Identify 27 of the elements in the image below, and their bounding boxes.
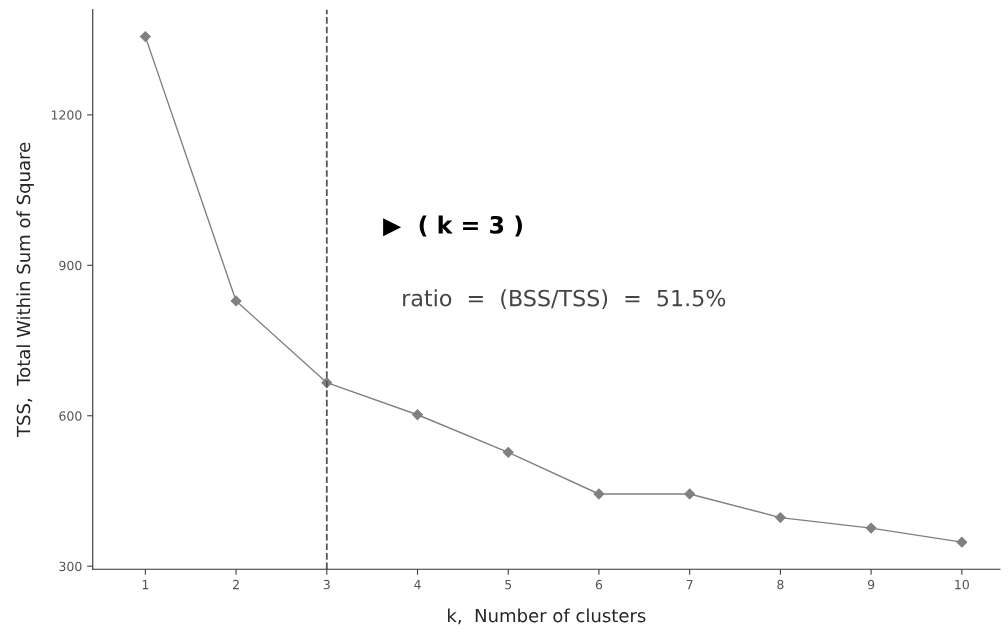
point: [502, 446, 514, 458]
y-tick-label: 600: [59, 411, 82, 421]
point: [774, 512, 786, 523]
x-tick-label: 6: [595, 579, 603, 590]
annotation: ▶ ( k = 3 ): [383, 215, 522, 237]
y-tick-label: 300: [59, 561, 82, 572]
y-tick-label: 900: [59, 260, 82, 271]
x-tick-label: 10: [955, 579, 969, 590]
point: [230, 295, 242, 307]
point: [865, 522, 877, 534]
x-tick-label: 5: [505, 580, 512, 590]
point: [593, 488, 605, 500]
x-axis-title: k, Number of clusters: [448, 608, 646, 625]
x-tick-label: 8: [777, 579, 784, 590]
point: [139, 31, 151, 43]
x-tick-label: 9: [867, 579, 875, 590]
y-tick-label: 1200: [51, 110, 82, 120]
x-tick-label: 2: [233, 579, 239, 590]
y-axis-title: TSS, Total Within Sum of Square: [16, 142, 34, 438]
x-tick-label: 3: [323, 579, 330, 590]
x-tick-label: 1: [142, 580, 149, 590]
point: [412, 409, 423, 421]
x-tick-label: 4: [414, 580, 421, 590]
point: [956, 536, 968, 548]
x-tick-label: 7: [686, 580, 693, 590]
point: [684, 488, 696, 500]
annotation: ratio = (BSS/TSS) = 51.5%: [403, 289, 726, 310]
